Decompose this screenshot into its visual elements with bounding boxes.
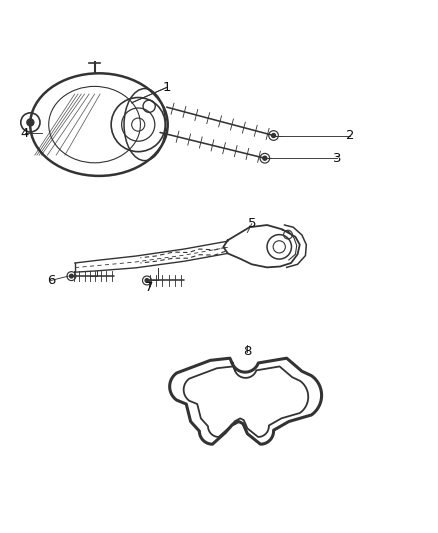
Circle shape [27,119,34,126]
Circle shape [272,134,276,138]
Circle shape [263,156,267,160]
Text: 1: 1 [162,81,171,94]
Text: 4: 4 [21,127,29,140]
Circle shape [145,279,149,282]
Text: 8: 8 [243,345,251,358]
Text: 6: 6 [47,274,55,287]
Text: 2: 2 [346,129,354,142]
Text: 7: 7 [145,281,153,294]
Circle shape [70,274,73,278]
Text: 5: 5 [247,217,256,230]
Text: 3: 3 [332,152,341,165]
